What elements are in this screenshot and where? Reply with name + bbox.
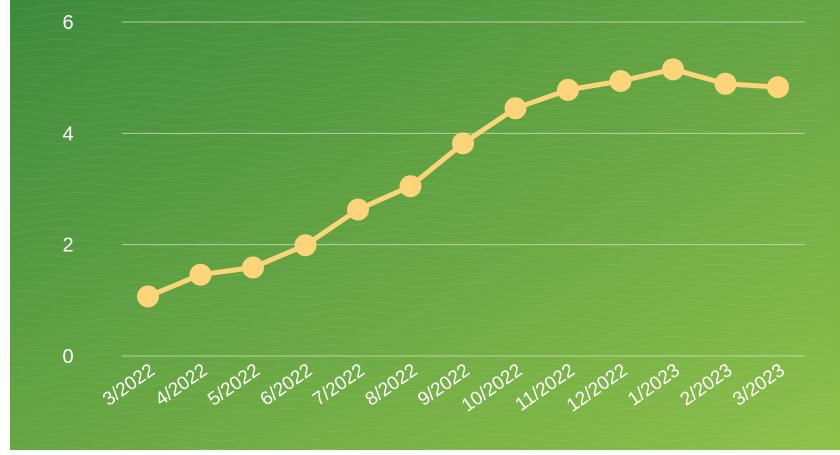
wave-line xyxy=(9,2,831,10)
y-tick-label: 4 xyxy=(62,123,73,145)
wave-line xyxy=(9,299,831,307)
wave-line xyxy=(9,38,831,46)
wave-line xyxy=(9,281,831,289)
wave-line xyxy=(9,164,831,172)
wave-line xyxy=(9,146,831,154)
data-point[interactable] xyxy=(609,70,632,93)
data-point[interactable] xyxy=(294,234,317,257)
wave-line xyxy=(9,353,831,361)
wave-line xyxy=(9,326,831,334)
wave-line xyxy=(9,137,831,145)
wave-line xyxy=(9,425,831,433)
data-point[interactable] xyxy=(189,263,212,286)
wave-line xyxy=(9,443,831,451)
y-tick-label: 0 xyxy=(62,346,73,368)
data-point[interactable] xyxy=(137,285,159,308)
wave-line xyxy=(9,11,831,19)
wave-line xyxy=(9,110,831,118)
data-point[interactable] xyxy=(714,72,737,95)
wave-line xyxy=(9,335,831,343)
wave-line xyxy=(9,398,831,406)
wave-line xyxy=(9,272,831,280)
wave-line xyxy=(9,128,831,136)
wave-line xyxy=(9,236,831,244)
wave-line xyxy=(9,83,831,91)
wave-line xyxy=(9,101,831,109)
wave-line xyxy=(9,56,831,64)
wave-line xyxy=(9,344,831,352)
wave-line xyxy=(9,407,831,415)
wave-line xyxy=(9,380,831,388)
data-point[interactable] xyxy=(767,76,789,99)
wave-line xyxy=(9,263,831,271)
y-tick-label: 6 xyxy=(62,12,73,34)
data-point[interactable] xyxy=(399,175,422,198)
y-axis: 0 2 4 6 xyxy=(62,12,73,368)
wave-line xyxy=(9,29,831,37)
data-point[interactable] xyxy=(347,198,369,221)
wave-line xyxy=(9,119,831,127)
data-point[interactable] xyxy=(504,97,527,120)
wave-line xyxy=(9,416,831,424)
data-point[interactable] xyxy=(242,256,264,279)
data-point[interactable] xyxy=(557,78,579,101)
wave-line xyxy=(9,47,831,55)
wave-line xyxy=(9,317,831,325)
y-tick-label: 2 xyxy=(62,235,73,257)
data-point[interactable] xyxy=(662,58,684,81)
wave-line xyxy=(9,209,831,217)
wave-line xyxy=(9,200,831,208)
wave-line xyxy=(9,308,831,316)
wave-line xyxy=(9,371,831,379)
wave-line xyxy=(9,245,831,253)
wave-line xyxy=(9,389,831,397)
wave-line xyxy=(9,290,831,298)
wave-line xyxy=(9,65,831,73)
wave-line xyxy=(9,155,831,163)
series xyxy=(137,58,789,308)
wave-line xyxy=(9,254,831,262)
wave-line xyxy=(9,92,831,100)
wave-line xyxy=(9,434,831,442)
wave-line xyxy=(9,20,831,28)
wave-line xyxy=(9,227,831,235)
wave-line xyxy=(9,362,831,370)
wave-line xyxy=(9,218,831,226)
data-point[interactable] xyxy=(452,132,474,155)
